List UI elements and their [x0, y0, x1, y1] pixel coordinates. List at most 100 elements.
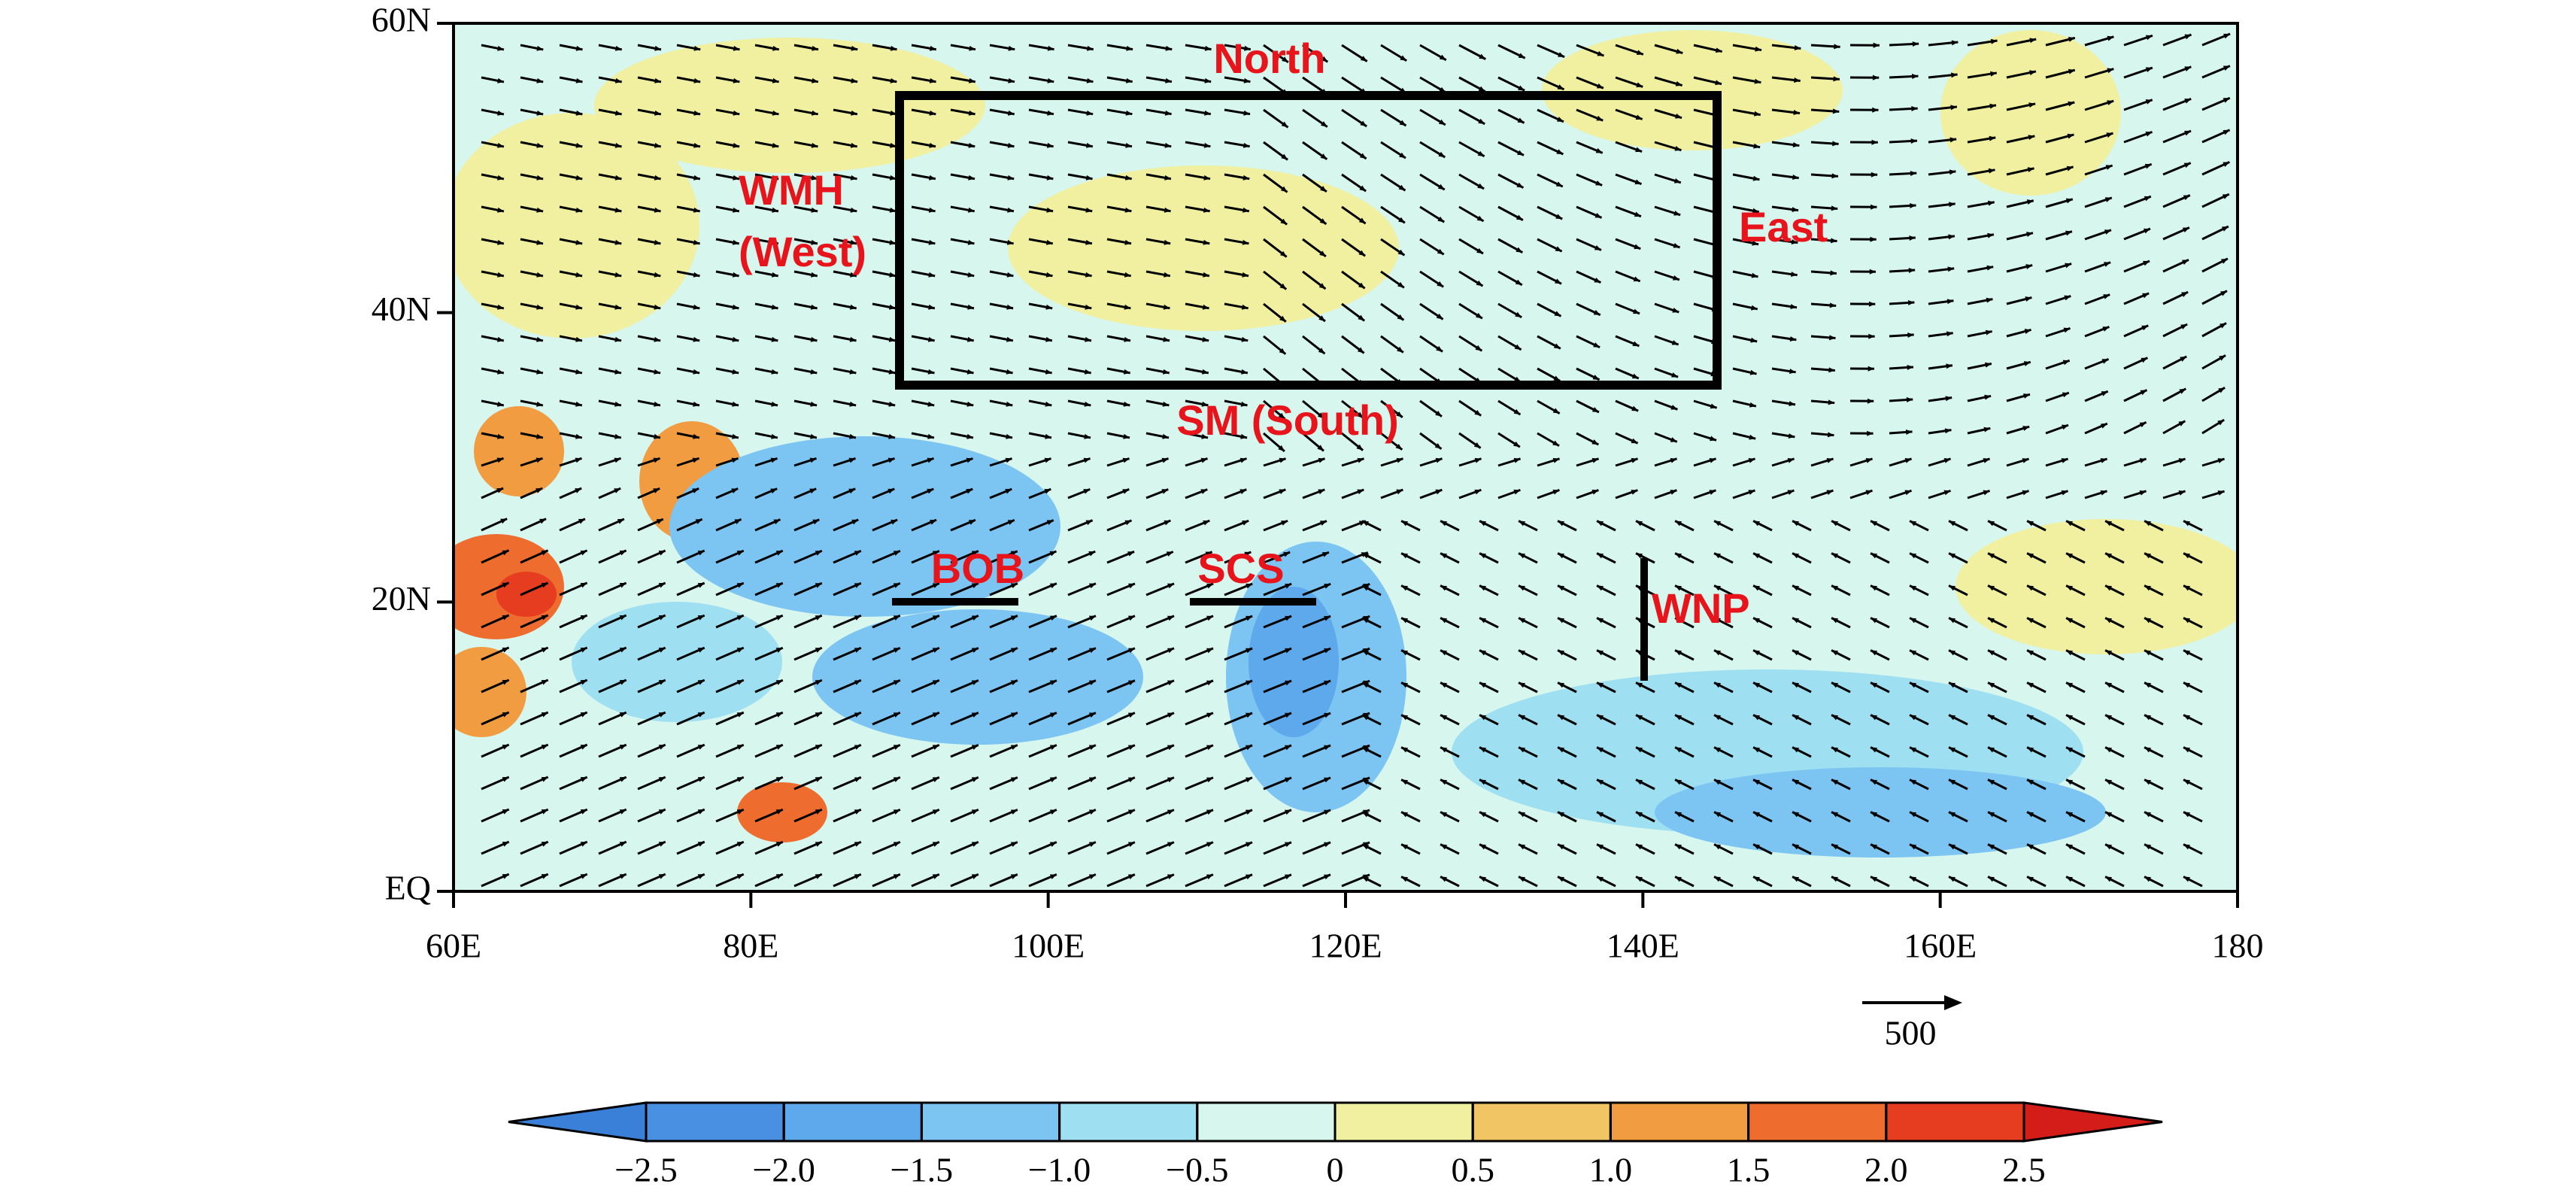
vector-head [1519, 650, 1526, 656]
vector-head [1401, 844, 1409, 850]
vector-head [815, 615, 822, 621]
vector-head [927, 457, 934, 463]
vector-head [1949, 682, 1956, 688]
vector-head [1401, 715, 1409, 721]
vector-head [2107, 100, 2114, 105]
vector-head [1904, 458, 1912, 463]
vector-head [1910, 585, 1917, 591]
vector-head [2179, 388, 2186, 394]
vector-head [1714, 585, 1722, 591]
vector-head [771, 304, 778, 310]
vector-head [854, 583, 861, 588]
vector-head [541, 842, 548, 847]
vector-head [1714, 618, 1722, 624]
vector-head [1324, 648, 1331, 654]
vector-head [1010, 874, 1018, 879]
vector-head [2105, 779, 2113, 785]
vector-head [890, 142, 897, 148]
vector-head [1205, 551, 1212, 557]
vector-head [1753, 682, 1761, 688]
vector-head [1010, 809, 1018, 815]
vector-head [2068, 36, 2075, 42]
vector-head [1206, 777, 1213, 783]
vector-head [536, 45, 544, 51]
vector-head [1675, 844, 1682, 850]
vector-head [2027, 618, 2034, 624]
vector-head [692, 488, 699, 493]
vector-head [541, 582, 548, 588]
vector-head [1753, 618, 1761, 624]
vector-head [2182, 227, 2189, 233]
vector-head [736, 874, 744, 879]
region-label: WMH [739, 166, 844, 214]
y-tick-label: 40N [372, 290, 431, 328]
vector-head [1714, 876, 1722, 882]
vector-head [1792, 779, 1800, 785]
vector-head [2144, 585, 2152, 591]
vector-head [775, 680, 783, 685]
vector-head [850, 272, 857, 278]
vector-head [1401, 747, 1409, 753]
vector-head [2067, 133, 2074, 139]
vector-head [815, 809, 822, 815]
vector-head [1202, 336, 1209, 342]
vector-head [1516, 247, 1523, 253]
vector-head [658, 712, 666, 718]
vector-head [2142, 293, 2150, 299]
vector-head [810, 304, 818, 310]
vector-head [1754, 78, 1761, 84]
vector-head [1831, 682, 1839, 688]
vector-head [1594, 245, 1601, 250]
vector-head [1126, 45, 1133, 51]
vector-head [889, 175, 897, 181]
vector-head [1949, 650, 1956, 656]
vector-head [775, 842, 783, 847]
vector-head [1440, 747, 1448, 753]
vector-head [1830, 270, 1837, 276]
vector-head [1557, 84, 1564, 90]
vector-head [1791, 239, 1798, 245]
vector-head [1517, 150, 1524, 156]
vector-head [1869, 301, 1876, 307]
vector-head [1321, 56, 1328, 62]
vector-head [1597, 585, 1604, 591]
vector-head [1871, 844, 1878, 850]
vector-head [1084, 401, 1091, 407]
vector-head [927, 488, 934, 494]
vector-head [971, 583, 979, 588]
vector-head [2066, 715, 2074, 721]
vector-head [1949, 137, 1957, 143]
vector-head [1632, 341, 1640, 347]
vector-head [1552, 457, 1560, 463]
vector-head [1359, 153, 1367, 159]
vector-head [1675, 682, 1682, 688]
vector-head [1324, 777, 1331, 783]
vector-head [2022, 490, 2029, 496]
vector-head [575, 207, 583, 213]
vector-head [732, 272, 739, 278]
vector-head [1479, 618, 1487, 624]
vector-head [1710, 436, 1717, 442]
vector-head [1792, 521, 1800, 527]
vector-head [1553, 343, 1561, 349]
vector-head [966, 433, 973, 439]
vector-head [771, 433, 778, 439]
vector-head [2027, 812, 2034, 818]
vector-head [1871, 172, 1878, 178]
vector-head [1085, 304, 1092, 310]
vector-head [1751, 272, 1758, 278]
vector-head [2178, 490, 2186, 496]
vector-head [2144, 844, 2152, 850]
vector-head [1395, 443, 1403, 450]
vector-head [693, 207, 700, 213]
vector-head [1049, 842, 1057, 847]
vector-head [1203, 520, 1210, 526]
vector-head [2027, 585, 2034, 591]
vector-head [693, 239, 700, 245]
vector-head [1401, 876, 1409, 882]
vector-head [1435, 411, 1442, 417]
vector-head [1556, 149, 1564, 154]
vector-head [1752, 175, 1760, 181]
vector-head [1714, 715, 1722, 721]
